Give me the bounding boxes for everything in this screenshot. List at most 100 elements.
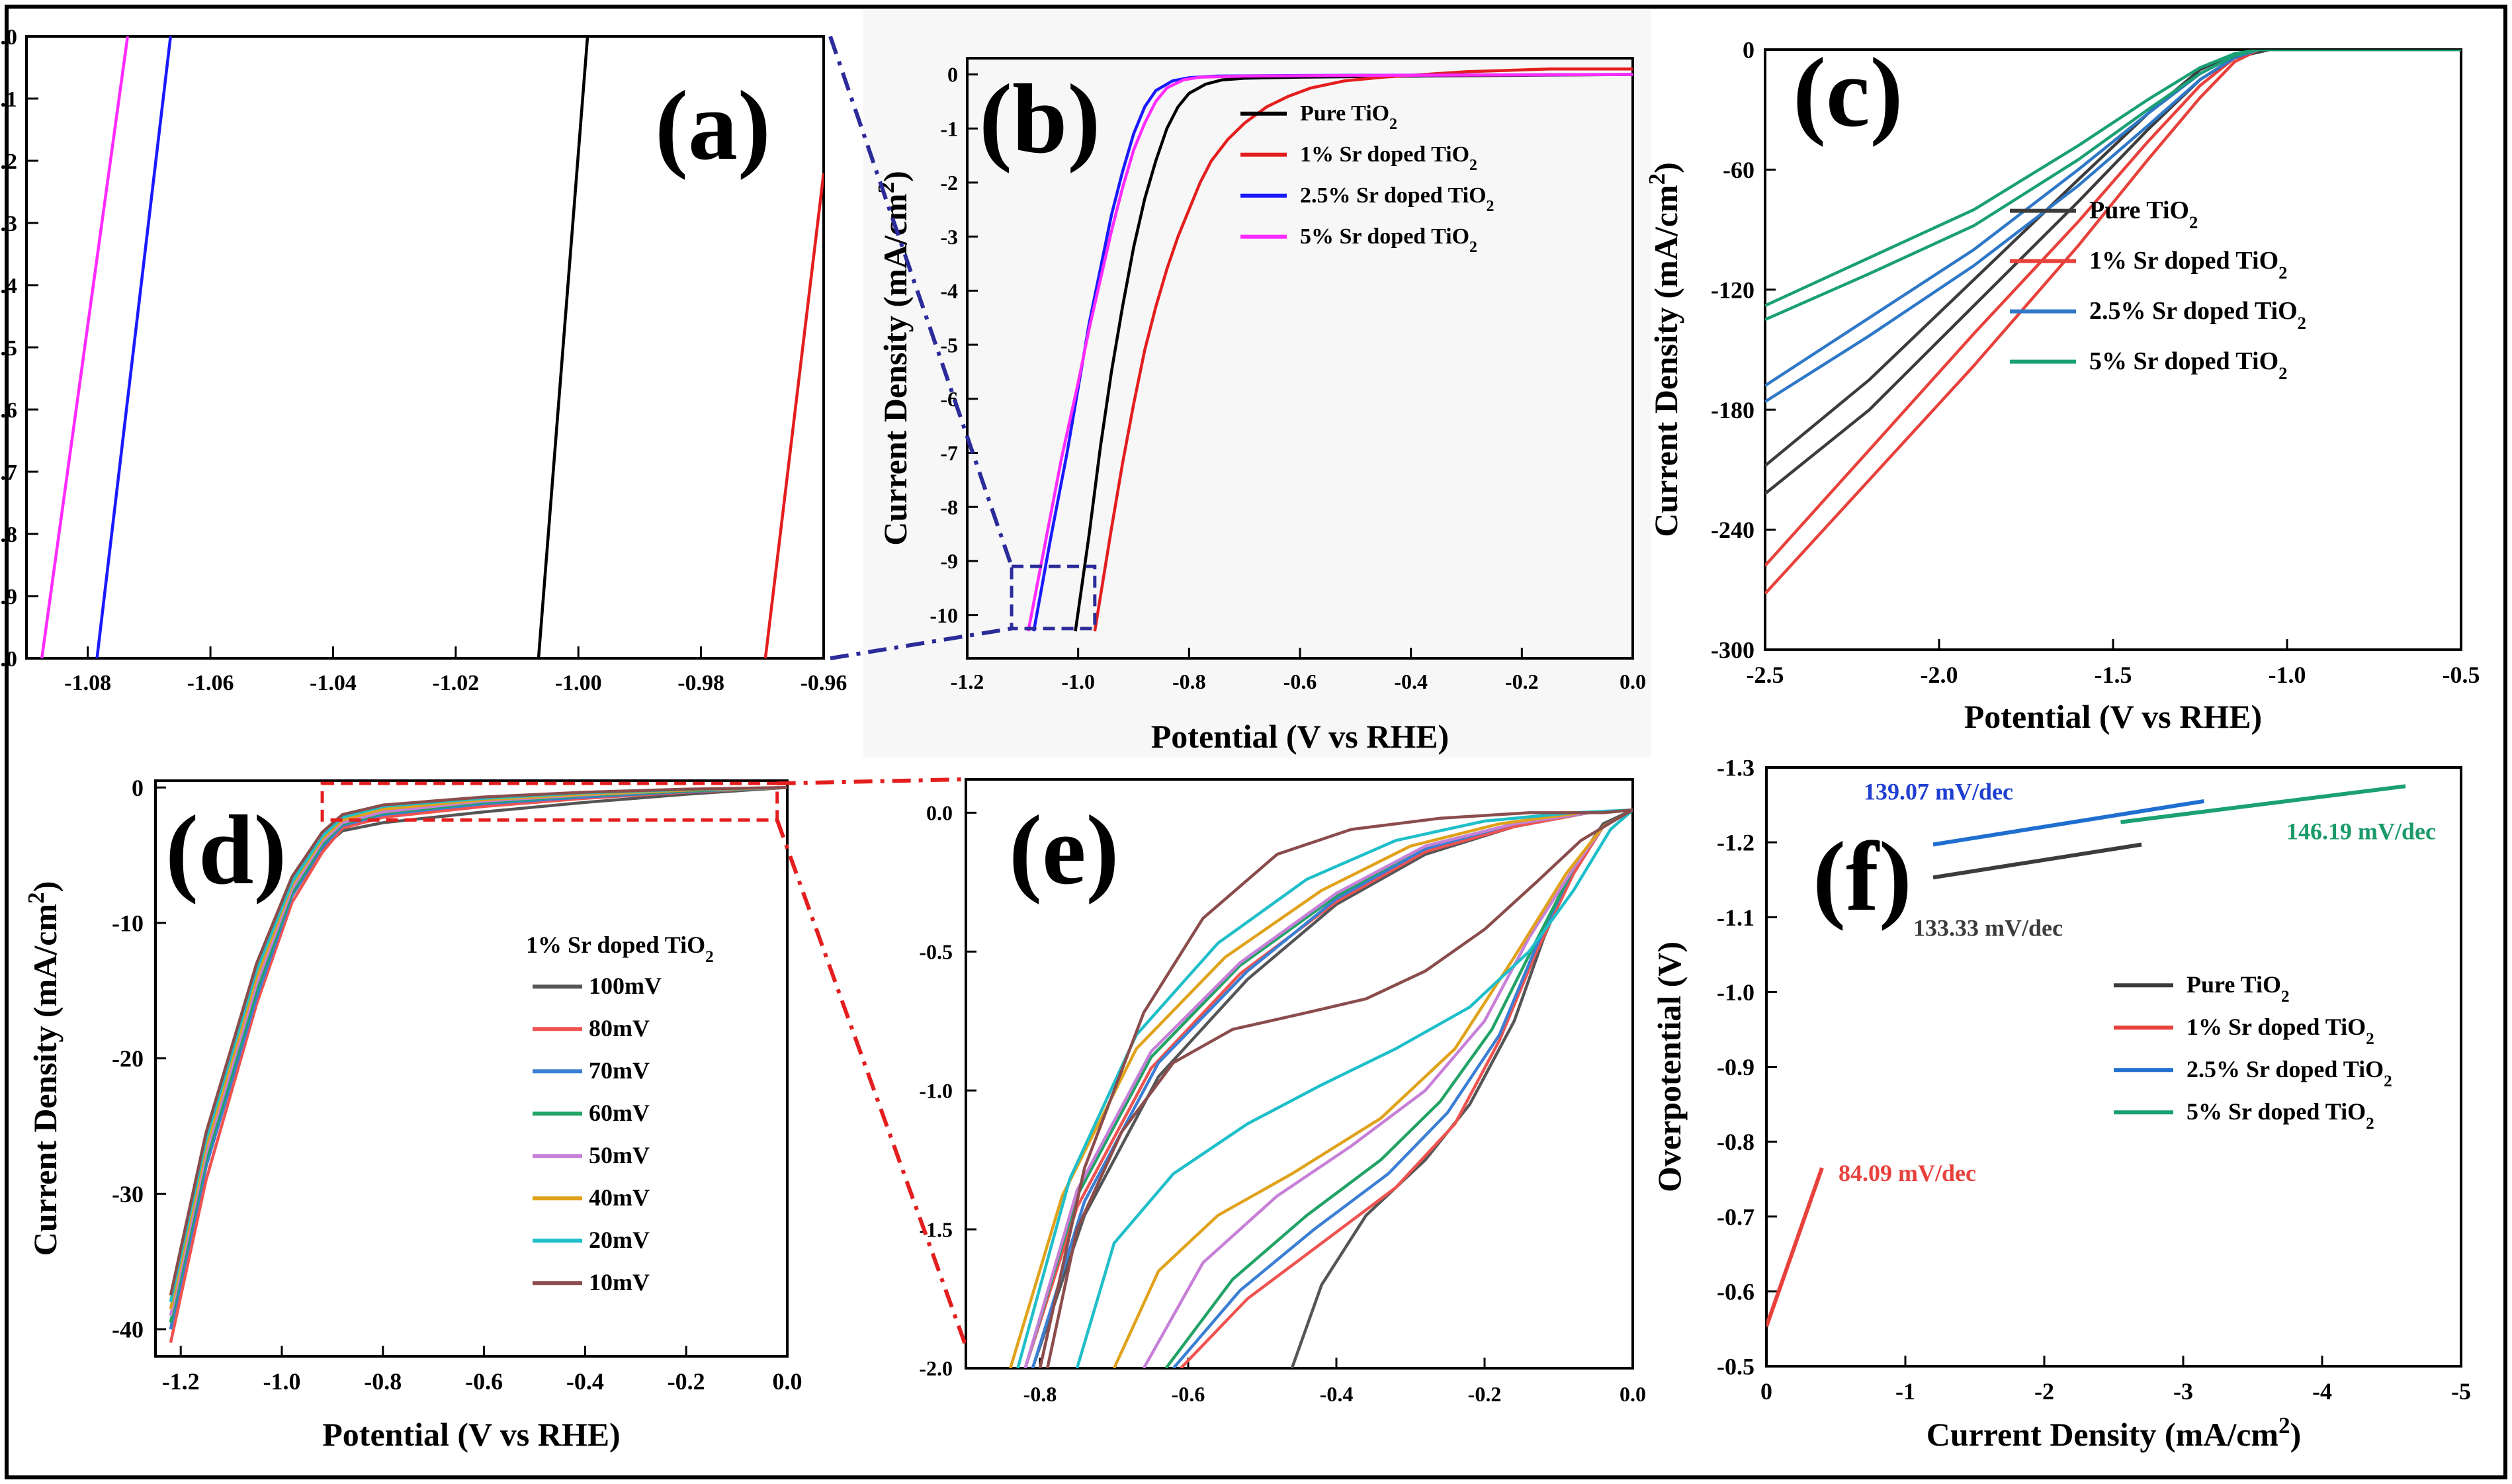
- panel-e-xtick-label: 0.0: [1620, 1382, 1646, 1406]
- panel-a-xtick-label: -1.08: [64, 671, 111, 695]
- panel-a-ytick-label: -9.0: [0, 25, 17, 50]
- panel-a-xtick-label: -1.00: [555, 671, 602, 695]
- panel-c-xtick-label: -2.5: [1747, 662, 1784, 688]
- panel-e-xtick-label: -0.4: [1320, 1382, 1354, 1406]
- panel-f-ytick-label: -1.1: [1717, 904, 1754, 931]
- panel-c: -2.5 -2.0 -1.5 -1.0 -0.5 0 -60 -120 -180 -240 -300…: [1644, 37, 2480, 735]
- panel-d-ytick-label: -20: [112, 1045, 144, 1072]
- panel-f-ylabel: Overpotential (V): [1651, 941, 1688, 1192]
- panel-d-legend-entry: 40mV: [589, 1184, 650, 1211]
- series-b-pure-tio2: [1074, 73, 1633, 632]
- panel-a-ytick-label: -9.5: [0, 336, 17, 361]
- panel-d-legend-title: 1% Sr doped TiO2: [526, 932, 714, 966]
- panel-d-xtick-label: -0.4: [566, 1368, 604, 1395]
- panel-b-xtick-label: 0.0: [1620, 670, 1646, 693]
- series-f-pure-tio2: [1932, 842, 2142, 880]
- panel-f: 0 -1 -2 -3 -4 -5 -1.3 -1.2 -1.1 -1.0 -0.9 -0.8 -0.7 -…: [1651, 755, 2471, 1453]
- panel-f-slope-label: 84.09 mV/dec: [1839, 1160, 1976, 1186]
- panel-a-xtick-label: -1.02: [432, 671, 479, 695]
- panel-f-ytick-label: -0.8: [1717, 1129, 1754, 1155]
- panel-f-ytick-label: -0.9: [1717, 1054, 1754, 1080]
- series-e-40mv-upper: [1009, 808, 1633, 1368]
- series-f-5-sr-doped-tio2: [2120, 784, 2406, 824]
- panel-d-xtick-label: -0.6: [465, 1368, 503, 1395]
- series-e-20mv-lower: [1075, 808, 1633, 1368]
- panel-b-ytick-label: -8: [940, 495, 958, 519]
- panel-c-ytick-label: -240: [1711, 517, 1754, 543]
- zoom-connector-a-top: [828, 36, 1014, 568]
- panel-e-axes: [965, 778, 1634, 1370]
- series-a-2-5-sr-doped-tio2: [95, 36, 173, 658]
- series-d-10mv: [169, 785, 787, 1296]
- panel-b-ylabel: Current Density (mA/cm2): [873, 171, 914, 545]
- panel-b-ytick-label: -5: [940, 333, 958, 357]
- panel-d-ytick-label: -40: [112, 1317, 144, 1343]
- panel-f-label: (f): [1813, 822, 1912, 932]
- panel-c-ytick-label: -120: [1711, 277, 1754, 303]
- panel-b-ytick-label: -7: [940, 441, 958, 465]
- series-b-5-sr-doped-tio2: [1026, 73, 1633, 632]
- panel-b-legend-entry: 5% Sr doped TiO2: [1300, 224, 1477, 256]
- panel-f-xtick-label: -4: [2312, 1378, 2332, 1405]
- panel-b-legend-entry: Pure TiO2: [1300, 101, 1397, 133]
- panel-a-ytick-label: -9.7: [0, 460, 17, 485]
- panel-d-legend-entry: 50mV: [589, 1142, 650, 1168]
- panel-f-legend-entry: 5% Sr doped TiO2: [2187, 1098, 2374, 1133]
- panel-b-xtick-label: -0.6: [1283, 670, 1317, 693]
- panel-d-legend-entry: 100mV: [589, 973, 662, 999]
- panel-c-legend-entry: 1% Sr doped TiO2: [2089, 247, 2287, 283]
- panel-b-xlabel: Potential (V vs RHE): [1151, 718, 1449, 755]
- panel-a-xtick-label: -0.96: [801, 671, 847, 695]
- panel-b-label: (b): [979, 64, 1100, 174]
- series-b-1-sr-doped-tio2: [1093, 67, 1633, 632]
- panel-b-legend-entry: 2.5% Sr doped TiO2: [1300, 183, 1494, 215]
- panel-d-legend-entry: 20mV: [589, 1227, 650, 1253]
- panel-f-legend-entry: Pure TiO2: [2187, 971, 2290, 1006]
- panel-b-xtick-label: -0.4: [1394, 670, 1428, 693]
- panel-d-ytick-label: -10: [112, 910, 144, 937]
- panel-d-zoom-box: [320, 781, 779, 822]
- panel-a-ytick-label: -9.1: [0, 87, 17, 112]
- panel-d-ytick-label: 0: [132, 775, 144, 801]
- panel-f-legend-entry: 1% Sr doped TiO2: [2187, 1014, 2374, 1048]
- panel-f-ytick-label: -0.7: [1717, 1203, 1754, 1230]
- panel-a-ytick-label: -10.0: [0, 647, 17, 672]
- panel-a-xtick-label: -0.98: [677, 671, 724, 695]
- zoom-connector-a-bottom: [830, 627, 1012, 660]
- panel-b-ytick-label: -1: [940, 116, 958, 140]
- series-f-2-5-sr-doped-tio2: [1932, 799, 2204, 847]
- panel-b-ytick-label: 0: [947, 63, 958, 87]
- panel-b-xtick-label: -1.2: [951, 670, 984, 693]
- series-e-80mv-lower: [1180, 808, 1633, 1368]
- panel-c-ytick-label: -300: [1711, 637, 1754, 664]
- panel-a-xtick-label: -1.06: [187, 671, 234, 695]
- panel-b-ytick-label: -4: [940, 279, 958, 303]
- panel-a-ytick-label: -9.4: [0, 274, 17, 298]
- panel-d-legend-entry: 80mV: [589, 1015, 650, 1041]
- panel-f-ytick-label: -0.6: [1717, 1278, 1754, 1305]
- panel-f-slope-label: 146.19 mV/dec: [2286, 818, 2436, 844]
- panel-d-xtick-label: -0.8: [364, 1368, 402, 1395]
- panel-f-xtick-label: -1: [1895, 1378, 1915, 1405]
- panel-c-ytick-label: -60: [1723, 157, 1754, 183]
- panel-e-ytick-label: 0.0: [926, 801, 953, 825]
- series-e-10mv-lower: [1045, 808, 1633, 1368]
- panel-c-xtick-label: -0.5: [2443, 662, 2480, 688]
- panel-a-ytick-label: -9.6: [0, 398, 17, 423]
- panel-f-xtick-label: -3: [2173, 1378, 2193, 1405]
- panel-b-ytick-label: -2: [940, 171, 958, 195]
- panel-c-ytick-label: 0: [1743, 37, 1754, 64]
- zoom-connector-e-bottom: [775, 819, 968, 1348]
- panel-d: -1.2 -1.0 -0.8 -0.6 -0.4 -0.2 0.0 0 -10 -20 -30 -40…: [23, 775, 802, 1453]
- panel-c-xlabel: Potential (V vs RHE): [1964, 698, 2262, 735]
- panel-c-label: (c): [1793, 38, 1903, 148]
- panel-f-ytick-label: -1.0: [1717, 979, 1754, 1006]
- panel-f-ytick-label: -1.3: [1717, 755, 1754, 781]
- panel-f-ytick-label: -0.5: [1717, 1354, 1754, 1380]
- panel-d-xtick-label: -1.2: [162, 1368, 200, 1395]
- panel-e-xtick-label: -0.8: [1023, 1382, 1057, 1406]
- series-a-1-sr-doped-tio2: [763, 173, 824, 658]
- panel-c-xtick-label: -1.0: [2269, 662, 2306, 688]
- panel-d-xtick-label: 0.0: [773, 1368, 802, 1395]
